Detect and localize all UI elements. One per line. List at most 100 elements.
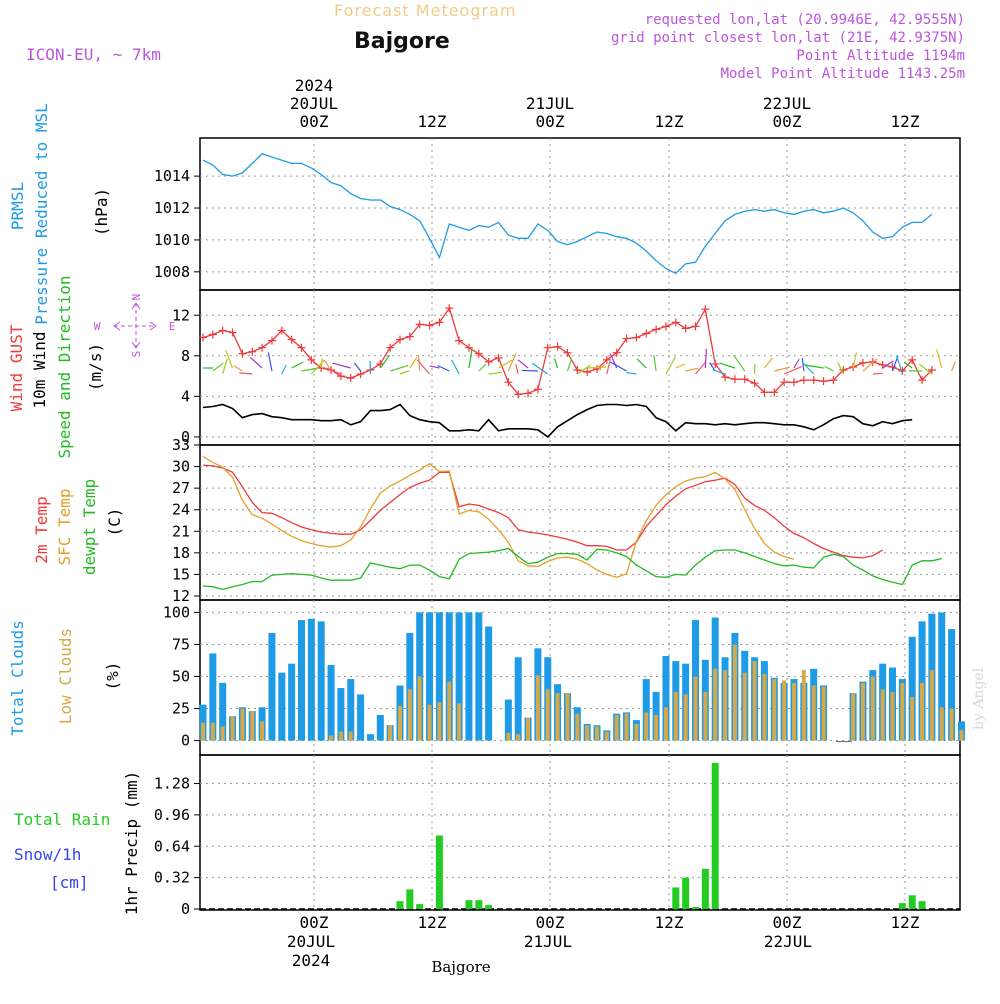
gust-marker	[701, 305, 709, 313]
wind-direction-arrow	[937, 350, 942, 368]
bottom-tick-label: 12Z	[891, 913, 920, 932]
low-cloud-bar	[428, 705, 432, 741]
gust-marker	[445, 304, 453, 312]
rain-bar	[436, 835, 443, 909]
bottom-tick-label: 00Z	[773, 913, 802, 932]
low-cloud-bar	[556, 693, 560, 740]
label-dewpt: dewpt Temp	[80, 479, 99, 575]
low-cloud-bar	[526, 718, 530, 741]
low-cloud-bar	[822, 687, 826, 741]
compass-n: N	[130, 294, 143, 301]
top-tick-label: 00Z	[300, 112, 329, 131]
total-cloud-bar	[515, 657, 522, 740]
low-cloud-bar	[920, 683, 924, 741]
top-date-label-20jul: 20JUL	[290, 94, 338, 113]
low-cloud-bar	[260, 721, 264, 740]
low-cloud-bar	[733, 644, 737, 740]
wind-direction-arrow	[516, 364, 518, 374]
bottom-tick-label: 00Z	[536, 913, 565, 932]
low-cloud-bar	[802, 670, 806, 741]
gust-marker	[692, 322, 700, 330]
low-cloud-bar	[782, 680, 786, 740]
wind-direction-arrow	[919, 364, 932, 374]
rain-bar	[702, 869, 709, 909]
wind-direction-arrow	[532, 363, 548, 374]
label-wind10: 10m Wind	[30, 331, 49, 408]
gust-marker	[238, 350, 246, 358]
low-cloud-bar	[753, 661, 757, 740]
gust-marker	[623, 335, 631, 343]
panel-frame	[200, 755, 960, 910]
low-cloud-bar	[339, 732, 343, 741]
rain-bar	[465, 900, 472, 909]
wind-direction-arrow	[802, 358, 804, 371]
y-tick-label: 15	[172, 565, 190, 583]
low-cloud-bar	[447, 682, 451, 741]
low-cloud-bar	[437, 702, 441, 740]
rain-bar	[712, 763, 719, 909]
low-cloud-bar	[713, 669, 717, 741]
gust-marker	[731, 375, 739, 383]
wind-direction-arrow	[654, 355, 656, 371]
low-cloud-bar	[674, 692, 678, 741]
y-tick-label: 8	[181, 347, 190, 365]
rain-bar	[672, 887, 679, 909]
low-cloud-bar	[812, 685, 816, 740]
header-model: ICON-EU, ~ 7km	[26, 45, 161, 64]
rain-bar	[899, 903, 906, 909]
y-tick-label: 0.32	[154, 869, 190, 887]
gust-marker	[347, 374, 355, 382]
rain-bar	[406, 889, 413, 909]
wind-direction-arrow	[764, 358, 772, 368]
bottom-date-label-20jul: 20JUL	[287, 932, 335, 951]
low-cloud-bar	[231, 716, 235, 740]
gust-marker	[859, 359, 867, 367]
y-tick-label: 27	[172, 479, 190, 497]
low-cloud-bar	[605, 732, 609, 741]
wind-direction-arrow	[555, 358, 558, 368]
label-pct: (%)	[103, 662, 122, 691]
top-tick-label: 12Z	[418, 112, 447, 131]
wind-direction-arrow	[452, 360, 460, 374]
low-cloud-bar	[772, 679, 776, 741]
label-prmsl: PRMSL	[8, 182, 27, 230]
y-tick-label: 12	[172, 306, 190, 324]
wind-direction-arrow	[676, 364, 685, 368]
wind-direction-arrow	[250, 357, 262, 368]
gust-marker	[672, 318, 680, 326]
gust-marker	[495, 354, 503, 362]
wind-direction-arrow	[825, 366, 834, 371]
rain-bar	[475, 900, 482, 909]
low-cloud-bar	[625, 714, 629, 741]
panel-frame	[200, 290, 960, 445]
wind-direction-arrow	[713, 370, 725, 374]
low-cloud-bar	[871, 677, 875, 741]
header-requested: requested lon,lat (20.9946E, 42.9555N)	[645, 12, 965, 28]
y-tick-label: 25	[172, 700, 190, 718]
wind-direction-arrow	[479, 364, 486, 371]
label-precip: 1hr Precip (mm)	[122, 771, 141, 916]
low-cloud-bar	[851, 693, 855, 740]
wind-direction-arrow	[332, 363, 350, 368]
total-cloud-bar	[268, 633, 275, 741]
total-cloud-bar	[367, 734, 374, 740]
low-cloud-bar	[575, 714, 579, 741]
label-prmsl-long: Pressure Reduced to MSL	[32, 103, 51, 325]
low-cloud-bar	[398, 706, 402, 741]
wind-direction-arrow	[567, 359, 571, 371]
rain-bar	[692, 907, 699, 909]
wind-direction-arrow	[720, 363, 735, 368]
panels: 1008101010121014048121215182124273033025…	[154, 138, 965, 918]
label-t2m: 2m Temp	[32, 496, 51, 563]
compass-s: S	[130, 351, 143, 358]
low-cloud-bar	[762, 674, 766, 741]
y-tick-label: 1.28	[154, 775, 190, 793]
low-cloud-bar	[703, 692, 707, 741]
wind-direction-arrow	[469, 349, 472, 368]
label-gust: Wind GUST	[7, 324, 26, 411]
top-date-label-22jul: 22JUL	[763, 94, 811, 113]
